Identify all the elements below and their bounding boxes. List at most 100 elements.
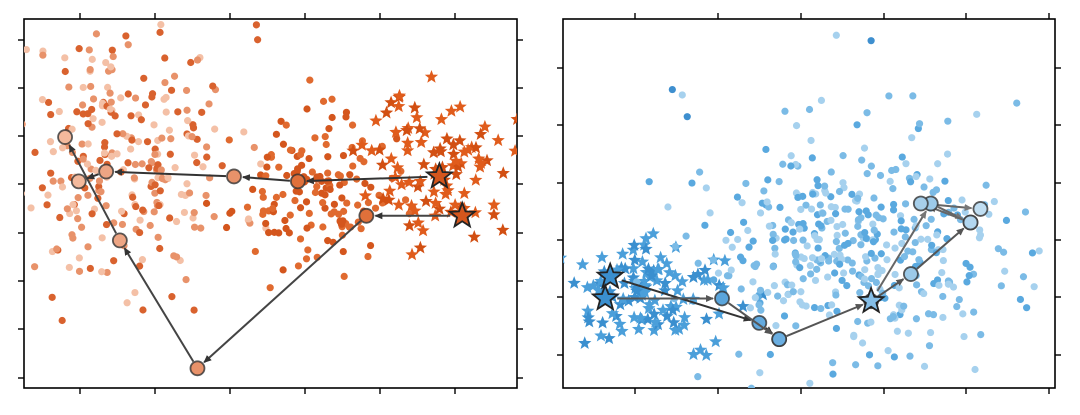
scatter-point — [753, 260, 761, 268]
scatter-point — [886, 177, 894, 185]
star-point — [592, 283, 606, 297]
scatter-point — [696, 168, 704, 176]
scatter-point — [806, 379, 814, 387]
scatter-point — [860, 144, 869, 152]
star-point — [605, 306, 620, 320]
scatter-point — [953, 302, 961, 311]
scatter-point — [854, 222, 862, 230]
star-point — [414, 135, 428, 148]
trajectory-arrow — [877, 278, 905, 298]
scatter-point — [168, 293, 176, 301]
scatter-point — [89, 95, 98, 103]
scatter-point — [893, 327, 901, 335]
scatter-point — [756, 286, 765, 294]
star-point — [635, 254, 650, 268]
scatter-point — [185, 189, 194, 197]
scatter-point — [111, 112, 119, 120]
trajectory-node — [358, 207, 375, 224]
star-point — [686, 347, 701, 361]
scatter-point — [645, 178, 653, 186]
scatter-point — [802, 201, 810, 209]
scatter-point — [920, 362, 929, 370]
star-point — [686, 270, 701, 283]
star-point — [439, 187, 453, 200]
star-point — [375, 158, 390, 171]
scatter-point — [781, 225, 789, 233]
scatter-point — [343, 199, 351, 207]
scatter-point — [819, 209, 827, 217]
star-point — [411, 179, 425, 193]
scatter-point — [799, 236, 807, 244]
scatter-point — [319, 97, 328, 105]
scatter-point — [190, 151, 199, 159]
star-point — [563, 255, 568, 264]
scatter-point — [755, 301, 763, 309]
scatter-point — [136, 216, 144, 224]
star-point — [642, 297, 657, 311]
scatter-point — [266, 284, 274, 292]
star-point — [658, 283, 672, 297]
scatter-point — [702, 184, 710, 192]
star-point — [435, 160, 450, 174]
scatter-point — [328, 113, 336, 122]
scatter-point — [792, 252, 800, 260]
scatter-point — [61, 67, 69, 76]
star-point — [668, 323, 682, 336]
left-panel — [18, 13, 523, 394]
scatter-point — [848, 267, 857, 275]
scatter-point — [203, 153, 211, 161]
scatter-point — [354, 201, 362, 209]
scatter-point — [218, 162, 226, 170]
scatter-point — [1016, 295, 1025, 304]
scatter-point — [183, 106, 191, 114]
star-point — [581, 304, 595, 317]
scatter-point — [668, 85, 676, 94]
scatter-point — [781, 107, 789, 115]
scatter-point — [883, 256, 891, 264]
scatter-point — [769, 236, 777, 245]
scatter-point — [760, 187, 768, 195]
scatter-point — [117, 207, 126, 215]
scatter-point — [861, 228, 869, 237]
scatter-point — [339, 247, 347, 256]
scatter-point — [933, 231, 941, 239]
right-panel — [557, 13, 1061, 394]
star-point — [510, 112, 517, 125]
scatter-point — [787, 152, 795, 160]
scatter-point — [722, 236, 730, 244]
star-point — [575, 257, 590, 271]
scatter-point — [775, 177, 783, 186]
star-point — [388, 170, 402, 184]
scatter-point — [970, 308, 978, 316]
scatter-point — [813, 265, 821, 273]
star-point — [567, 276, 581, 289]
scatter-point — [95, 177, 104, 185]
scatter-point — [184, 117, 192, 125]
scatter-point — [131, 288, 139, 297]
scatter-point — [789, 228, 797, 236]
scatter-point — [325, 125, 333, 133]
scatter-point — [162, 108, 170, 116]
scatter-point — [833, 231, 841, 239]
scatter-point — [146, 221, 154, 230]
scatter-point — [97, 188, 105, 196]
star-point — [480, 153, 494, 167]
scatter-point — [961, 208, 969, 216]
scatter-point — [907, 178, 915, 186]
scatter-point — [275, 163, 283, 171]
scatter-point — [78, 140, 86, 148]
scatter-point — [780, 312, 789, 320]
scatter-point — [727, 266, 735, 274]
scatter-point — [124, 90, 132, 98]
scatter-point — [324, 169, 332, 177]
scatter-point — [803, 242, 811, 250]
scatter-point — [210, 213, 218, 221]
scatter-point — [976, 226, 984, 234]
scatter-point — [745, 243, 753, 251]
scatter-point — [225, 136, 233, 144]
star-point — [390, 160, 405, 174]
scatter-point — [925, 342, 934, 350]
scatter-point — [889, 313, 897, 321]
